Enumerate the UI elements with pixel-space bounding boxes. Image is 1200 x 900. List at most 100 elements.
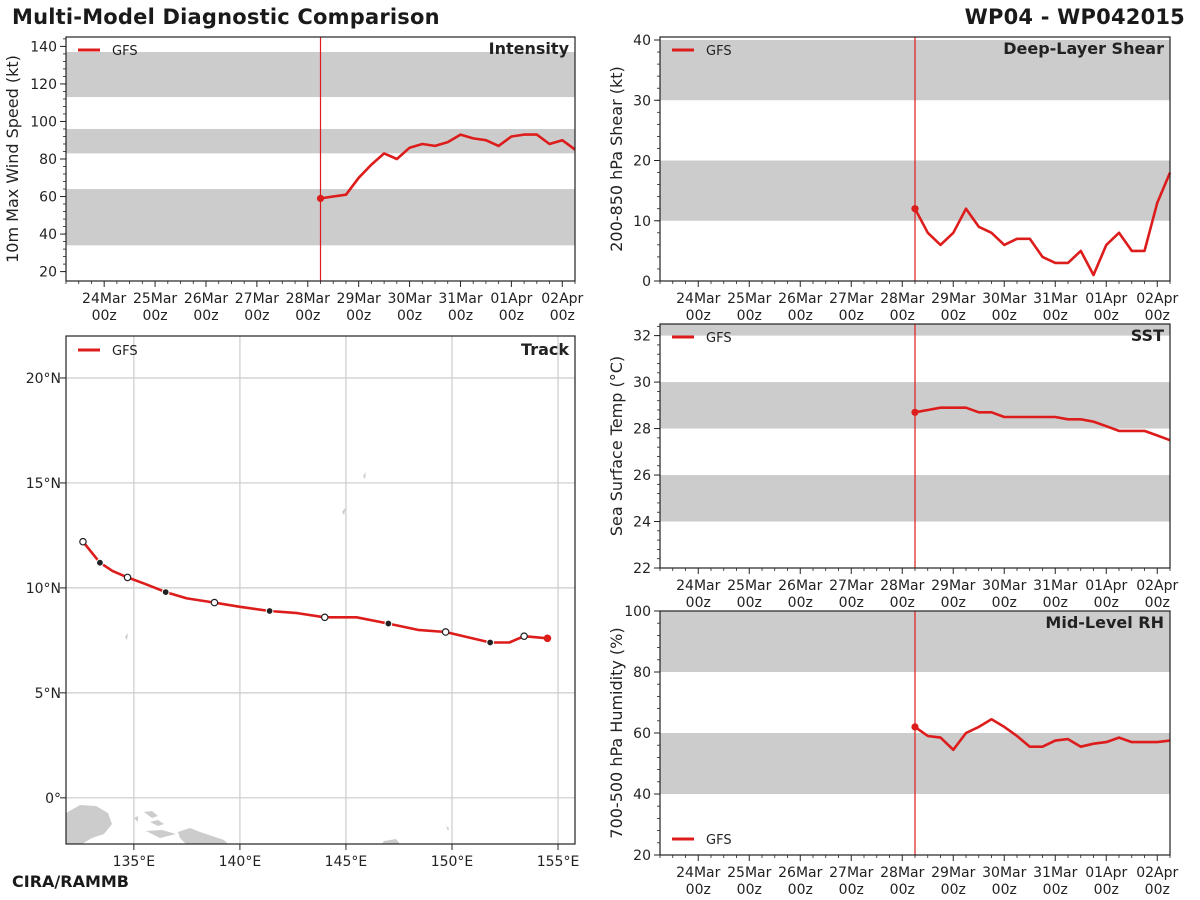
land-island (178, 828, 228, 844)
track-marker-open (520, 632, 528, 640)
sst-x-tick-label: 26Mar (778, 578, 822, 594)
shear-x-tick-label: 25Mar (727, 291, 771, 307)
intensity-y-tick-label: 40 (39, 227, 57, 243)
track-marker-filled (265, 607, 274, 615)
track-marker-open (441, 628, 450, 636)
intensity-x-tick-hour: 00z (193, 308, 218, 324)
land-island (446, 826, 449, 831)
sst-x-tick-label: 27Mar (829, 578, 873, 594)
intensity-x-tick-hour: 00z (142, 308, 167, 324)
rh-x-tick-label: 30Mar (982, 865, 1026, 881)
intensity-x-tick-hour: 00z (499, 308, 524, 324)
intensity-panel: 2040608010012014024Mar00z25Mar00z26Mar00… (3, 36, 584, 324)
sst-x-tick-label: 29Mar (931, 578, 975, 594)
track-map: 135°E 140°E 145°E 150°E 155°E 0° 5°N 10°N 15°N 20… (26, 335, 580, 870)
intensity-x-tick-label: 31Mar (438, 291, 482, 307)
track-x-tick-label: 155°E (537, 854, 580, 870)
sst-title: SST (1131, 326, 1164, 345)
track-marker-filled (486, 638, 495, 647)
intensity-series-gfs (320, 133, 576, 200)
rh-x-tick-hour: 00z (1043, 882, 1068, 898)
intensity-y-tick-label: 100 (30, 114, 57, 130)
sst-x-tick-hour: 00z (1094, 595, 1119, 611)
land-island (144, 811, 158, 818)
sst-frame (659, 323, 1171, 569)
rh-x-tick-hour: 00z (839, 882, 864, 898)
track-y-tick-label: 5°N (35, 686, 61, 702)
intensity-plot: 2040608010012014024Mar00z25Mar00z26Mar00… (3, 36, 584, 324)
shear-x-tick-label: 02Apr (1136, 291, 1178, 307)
track-marker-open (320, 613, 329, 622)
intensity-x-tick-hour: 00z (550, 308, 575, 324)
sst-x-tick-label: 31Mar (1033, 578, 1077, 594)
rh-x-tick-hour: 00z (686, 882, 711, 898)
land-island (342, 507, 346, 515)
intensity-y-tick-label: 140 (30, 39, 57, 55)
intensity-x-tick-hour: 00z (244, 308, 269, 324)
sst-x-tick-hour: 00z (1145, 595, 1170, 611)
sst-init-point (911, 408, 919, 416)
intensity-y-tick-label: 20 (39, 265, 57, 281)
rh-x-tick-hour: 00z (890, 882, 915, 898)
sst-y-tick-label: 24 (633, 515, 651, 531)
sst-y-tick-label: 30 (633, 375, 651, 391)
sst-x-tick-hour: 00z (941, 595, 966, 611)
intensity-x-tick-label: 28Mar (286, 291, 330, 307)
sst-x-tick-hour: 00z (992, 595, 1017, 611)
track-marker-filled (96, 558, 104, 567)
track-legend-label: GFS (112, 344, 138, 359)
track-marker-open (123, 573, 132, 582)
shear-panel: 01020304024Mar00z25Mar00z26Mar00z27Mar00… (607, 33, 1179, 324)
rh-plot: 2040608010024Mar00z25Mar00z26Mar00z27Mar… (607, 604, 1179, 898)
shear-frame (659, 36, 1171, 282)
shear-x-tick-label: 26Mar (778, 291, 822, 307)
sst-y-tick-label: 26 (633, 468, 651, 484)
sst-y-tick-label: 28 (633, 422, 651, 438)
rh-x-tick-label: 02Apr (1136, 865, 1178, 881)
rh-x-tick-hour: 00z (788, 882, 813, 898)
shear-init-point (911, 205, 919, 213)
intensity-x-tick-label: 01Apr (490, 291, 532, 307)
track-y-tick-label: 20°N (26, 371, 61, 387)
sst-x-tick-label: 30Mar (982, 578, 1026, 594)
shear-y-tick-label: 0 (642, 274, 651, 290)
track-marker-open (210, 598, 219, 607)
intensity-x-tick-label: 30Mar (387, 291, 431, 307)
intensity-x-tick-label: 24Mar (82, 291, 126, 307)
footer-credit: CIRA/RAMMB (12, 872, 129, 891)
track-x-tick-label: 150°E (431, 854, 474, 870)
track-marker-filled (384, 619, 393, 628)
track-x-tick-label: 145°E (325, 854, 368, 870)
track-y-tick-label: 0° (45, 791, 61, 807)
shear-y-tick-label: 20 (633, 154, 651, 170)
track-x-tick-label: 135°E (113, 854, 156, 870)
intensity-x-tick-label: 29Mar (337, 291, 381, 307)
intensity-title: Intensity (489, 39, 570, 58)
rh-x-tick-label: 01Apr (1085, 865, 1127, 881)
sst-plot: 22242628303224Mar00z25Mar00z26Mar00z27Ma… (607, 323, 1179, 611)
track-title: Track (521, 340, 569, 359)
shear-x-tick-hour: 00z (1043, 308, 1068, 324)
rh-y-tick-label: 60 (633, 726, 651, 742)
shear-y-tick-label: 40 (633, 33, 651, 49)
shear-x-tick-hour: 00z (941, 308, 966, 324)
shear-x-tick-hour: 00z (890, 308, 915, 324)
rh-x-tick-label: 24Mar (676, 865, 720, 881)
shear-x-tick-hour: 00z (686, 308, 711, 324)
track-marker-filled (161, 588, 170, 596)
intensity-y-tick-label: 120 (30, 77, 57, 93)
rh-x-tick-hour: 00z (1094, 882, 1119, 898)
intensity-x-tick-label: 25Mar (133, 291, 177, 307)
sst-x-tick-label: 02Apr (1136, 578, 1178, 594)
rh-panel: 2040608010024Mar00z25Mar00z26Mar00z27Mar… (607, 604, 1179, 898)
shear-x-tick-hour: 00z (1094, 308, 1119, 324)
intensity-legend-label: GFS (112, 44, 138, 59)
intensity-y-label: 10m Max Wind Speed (kt) (3, 55, 22, 263)
sst-legend-label: GFS (706, 331, 732, 346)
sst-x-tick-label: 25Mar (727, 578, 771, 594)
intensity-x-tick-hour: 00z (92, 308, 117, 324)
rh-init-point (911, 723, 919, 731)
shear-x-tick-hour: 00z (1145, 308, 1170, 324)
rh-x-tick-label: 31Mar (1033, 865, 1077, 881)
